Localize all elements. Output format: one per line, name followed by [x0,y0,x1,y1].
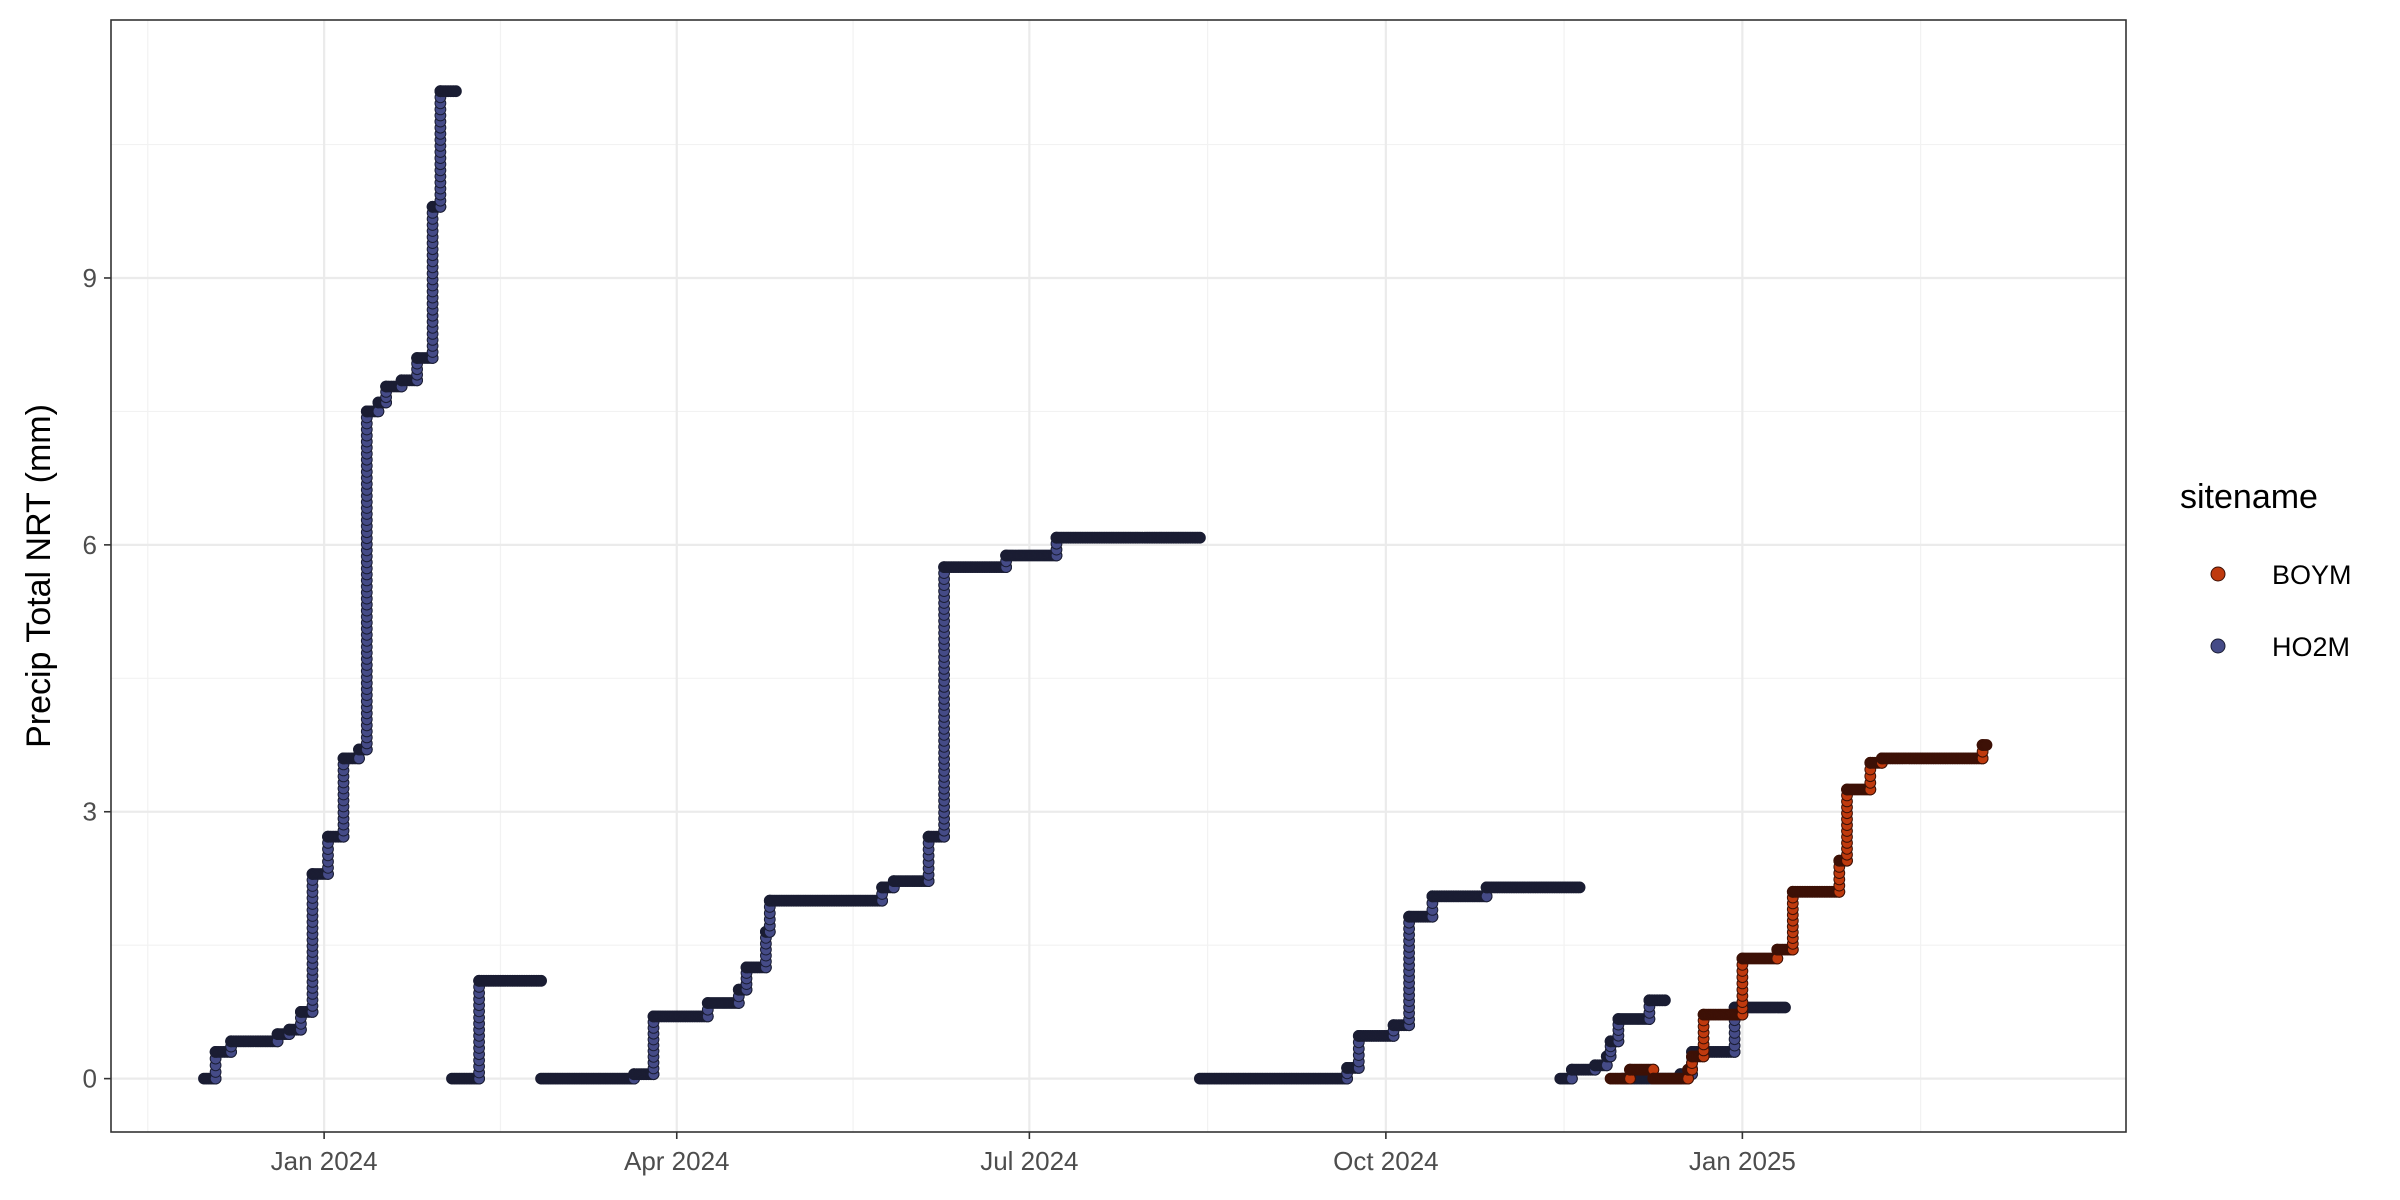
plot-background [111,20,2126,1132]
legend-key-ho2m [2210,638,2226,654]
y-tick-label: 6 [83,530,97,560]
y-tick-label: 9 [83,263,97,293]
x-axis: Jan 2024 Apr 2024 Jul 2024 Oct 2024 Jan 2025 [271,1132,1796,1176]
legend-key-boym [2210,566,2226,582]
series-layer [198,85,1993,1085]
legend: sitename BOYM HO2M [2180,478,2352,662]
data-point [1659,994,1671,1007]
y-axis-title: Precip Total NRT (mm) [20,404,58,748]
data-point [1573,881,1586,894]
y-axis: 0 3 6 9 [83,263,111,1094]
y-tick-label: 3 [83,797,97,827]
data-point [1779,1001,1791,1014]
x-tick-label: Jan 2025 [1689,1146,1796,1176]
data-point [1980,739,1993,751]
legend-label-boym: BOYM [2272,560,2352,590]
legend-label-ho2m: HO2M [2272,632,2350,662]
legend-title: sitename [2180,478,2318,516]
data-point [535,974,547,987]
y-tick-label: 0 [83,1064,97,1094]
grid-minor [111,20,2126,1132]
x-tick-label: Jul 2024 [980,1146,1078,1176]
plot-border [110,19,2127,1133]
data-point [450,85,462,98]
x-tick-label: Jan 2024 [271,1146,378,1176]
series-boym [1604,739,1993,1085]
data-point [1194,531,1206,544]
x-tick-label: Apr 2024 [624,1146,730,1176]
x-tick-label: Oct 2024 [1333,1146,1439,1176]
